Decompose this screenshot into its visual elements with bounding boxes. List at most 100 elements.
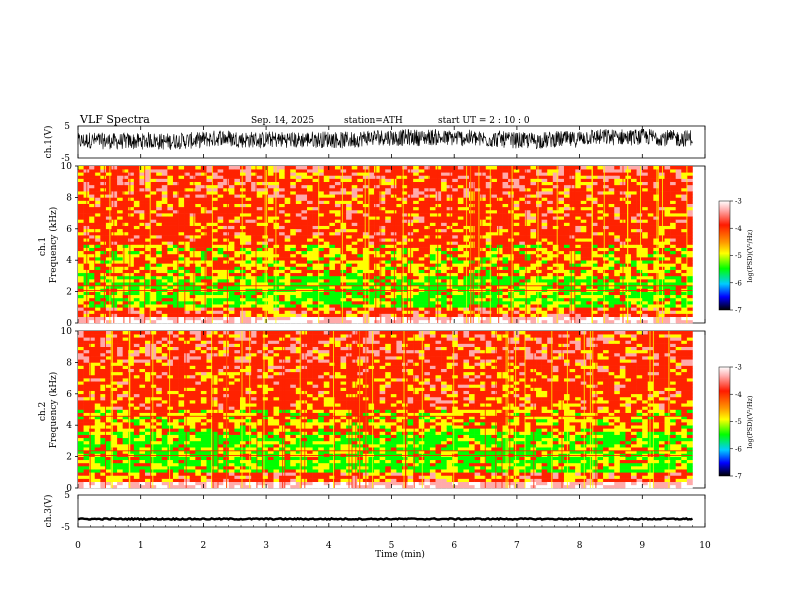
spec1-cell (223, 231, 230, 236)
spec1-cell (128, 250, 135, 255)
spec1-cell (290, 272, 297, 277)
spec1-cell (323, 313, 330, 318)
spec1-cell (290, 222, 297, 226)
spec1-cell (580, 175, 587, 179)
spec1-cell (513, 310, 520, 314)
spec1-cell (78, 313, 84, 318)
spec1-cell (575, 291, 582, 296)
spec1-cell (122, 291, 129, 296)
spec1-cell (496, 250, 503, 255)
spec1-cell (145, 178, 151, 182)
spec1-cell (122, 301, 129, 305)
spec1-cell (128, 206, 135, 211)
spec1-cell (206, 294, 213, 299)
spec1-cell (318, 279, 325, 283)
spec1-cell (239, 197, 246, 201)
spec1-cell (318, 285, 325, 289)
spec1-cell (290, 178, 297, 182)
spec1-cell (441, 279, 447, 283)
spec1-cell (223, 313, 230, 318)
spec1-cell (446, 319, 453, 324)
spec1-cell (357, 216, 364, 220)
spec1-cell (580, 225, 587, 230)
spec1-cell (234, 260, 241, 264)
spec1-cell (346, 235, 353, 239)
spec1-cell (245, 310, 252, 314)
spec1-cell (122, 272, 129, 277)
spec1-cell (435, 244, 442, 248)
spec1-cell (480, 219, 487, 223)
spec1-cell (184, 244, 191, 248)
spec1-cell (502, 203, 509, 208)
spec1-cell (234, 319, 241, 324)
spec1-cell (524, 172, 531, 176)
spec1-cell (318, 275, 325, 280)
spec1-cell (558, 197, 565, 201)
spec1-cell (368, 250, 375, 255)
spec1-cell (496, 319, 503, 324)
spec1-cell (374, 225, 380, 230)
spec1-cell (586, 257, 593, 261)
spec1-cell (139, 206, 146, 211)
spec1-cell (301, 294, 308, 299)
spec1-cell (569, 285, 576, 289)
spec1-cell (351, 244, 358, 248)
spec1-cell (536, 175, 542, 179)
spec1-cell (519, 187, 526, 192)
spec1-cell (228, 310, 235, 314)
spec1-cell (105, 200, 112, 204)
spec1-cell (435, 266, 442, 270)
spec1-cell (480, 222, 487, 226)
spec1-cell (390, 184, 397, 189)
spec1-cell (167, 319, 174, 324)
spec1-cell (441, 200, 447, 204)
spec1-cell (133, 307, 140, 311)
spec1-cell (418, 225, 425, 230)
spec1-cell (396, 213, 403, 217)
spec1-cell (357, 272, 364, 277)
spec1-cell (429, 197, 436, 201)
spec1-cell (223, 219, 230, 223)
spec1-cell (318, 247, 325, 252)
spec1-cell (569, 294, 576, 299)
spec1-cell (184, 235, 191, 239)
spec1-cell (323, 172, 330, 176)
spec1-cell (318, 200, 325, 204)
spec1-cell (625, 244, 632, 248)
spec1-cell (184, 250, 191, 255)
spec1-cell (368, 197, 375, 201)
spec1-cell (396, 235, 403, 239)
spec1-cell (530, 194, 537, 198)
spec1-cell (418, 200, 425, 204)
spec1-cell (374, 191, 380, 195)
spec1-cell (301, 269, 308, 274)
spec1-cell (318, 197, 325, 201)
spec1-cell (184, 228, 191, 233)
spec1-cell (603, 200, 609, 204)
spec1-cell (541, 247, 548, 252)
spec1-cell (524, 260, 531, 264)
spec1-cell (117, 307, 123, 311)
spec1-cell (184, 285, 191, 289)
spec1-cell (485, 222, 492, 226)
spec1-cell (502, 213, 509, 217)
spec1-cell (575, 253, 582, 258)
spec1-cell (206, 269, 213, 274)
spec1-cell (340, 225, 347, 230)
spec1-cell (603, 206, 609, 211)
spec1-cell (625, 166, 632, 170)
spec1-cell (547, 219, 554, 223)
spec1-cell (184, 313, 191, 318)
spec1-cell (307, 194, 313, 198)
spec1-cell (591, 206, 598, 211)
spec1-cell (418, 241, 425, 245)
spec1-cell (228, 260, 235, 264)
spec1-cell (575, 213, 582, 217)
spec1-cell (480, 263, 487, 267)
spec1-cell (575, 319, 582, 324)
spec1-cell (334, 213, 341, 217)
spec1-cell (513, 191, 520, 195)
spec1-cell (200, 191, 207, 195)
spec1-cell (563, 253, 570, 258)
spec1-cell (334, 297, 341, 302)
